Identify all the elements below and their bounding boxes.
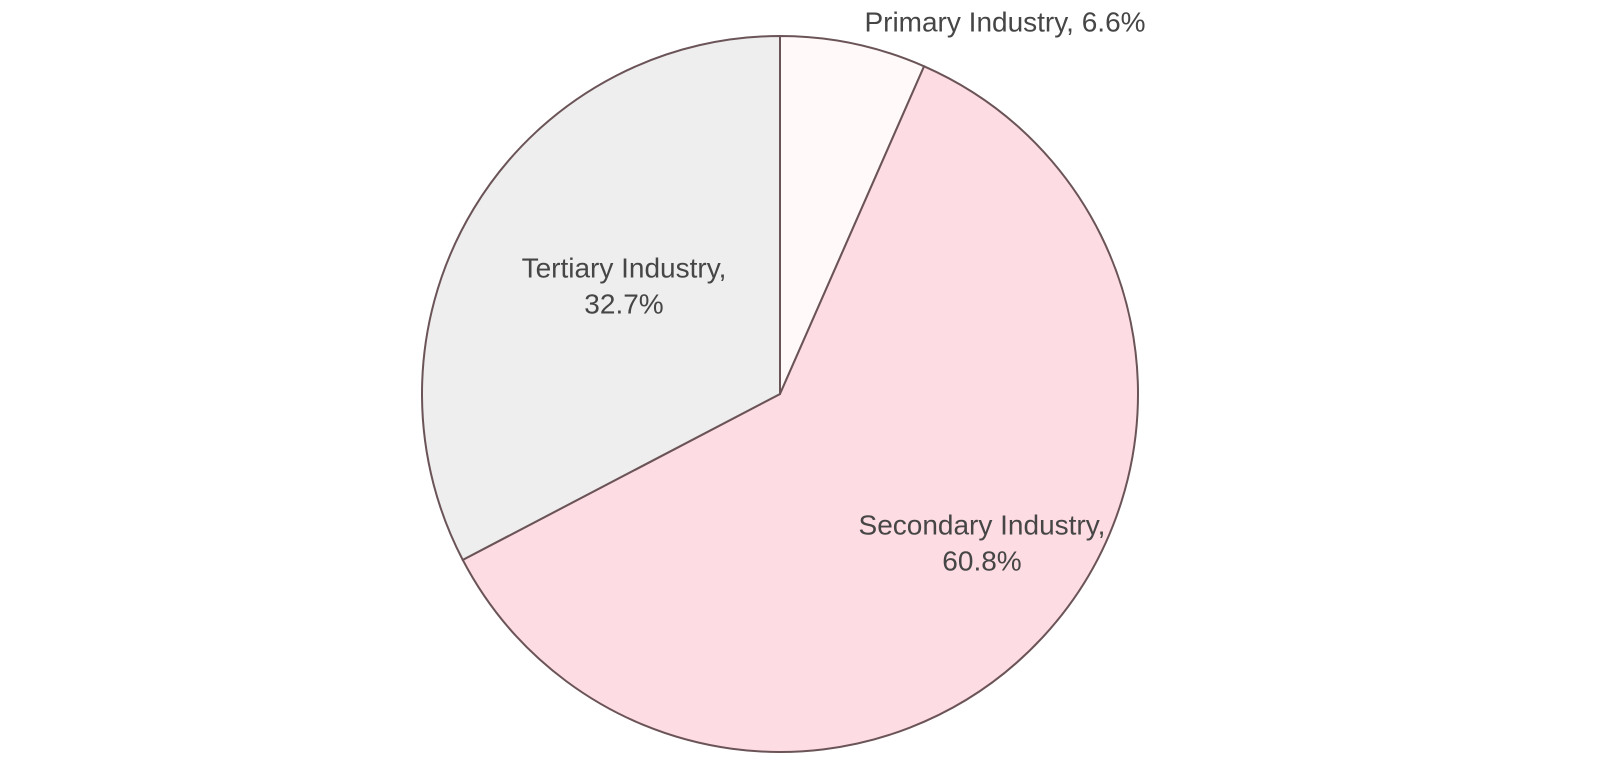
- pie-slice-tertiary-industry: [421, 34, 781, 562]
- slice-label: Secondary Industry,: [859, 509, 1106, 540]
- slice-label: 60.8%: [942, 545, 1021, 576]
- slice-label: 32.7%: [584, 288, 663, 319]
- slice-label: Tertiary Industry,: [522, 252, 727, 283]
- pie-slice-primary-industry: [779, 34, 926, 395]
- pie-slice-secondary-industry: [461, 64, 1139, 753]
- slice-label: Primary Industry, 6.6%: [864, 6, 1145, 37]
